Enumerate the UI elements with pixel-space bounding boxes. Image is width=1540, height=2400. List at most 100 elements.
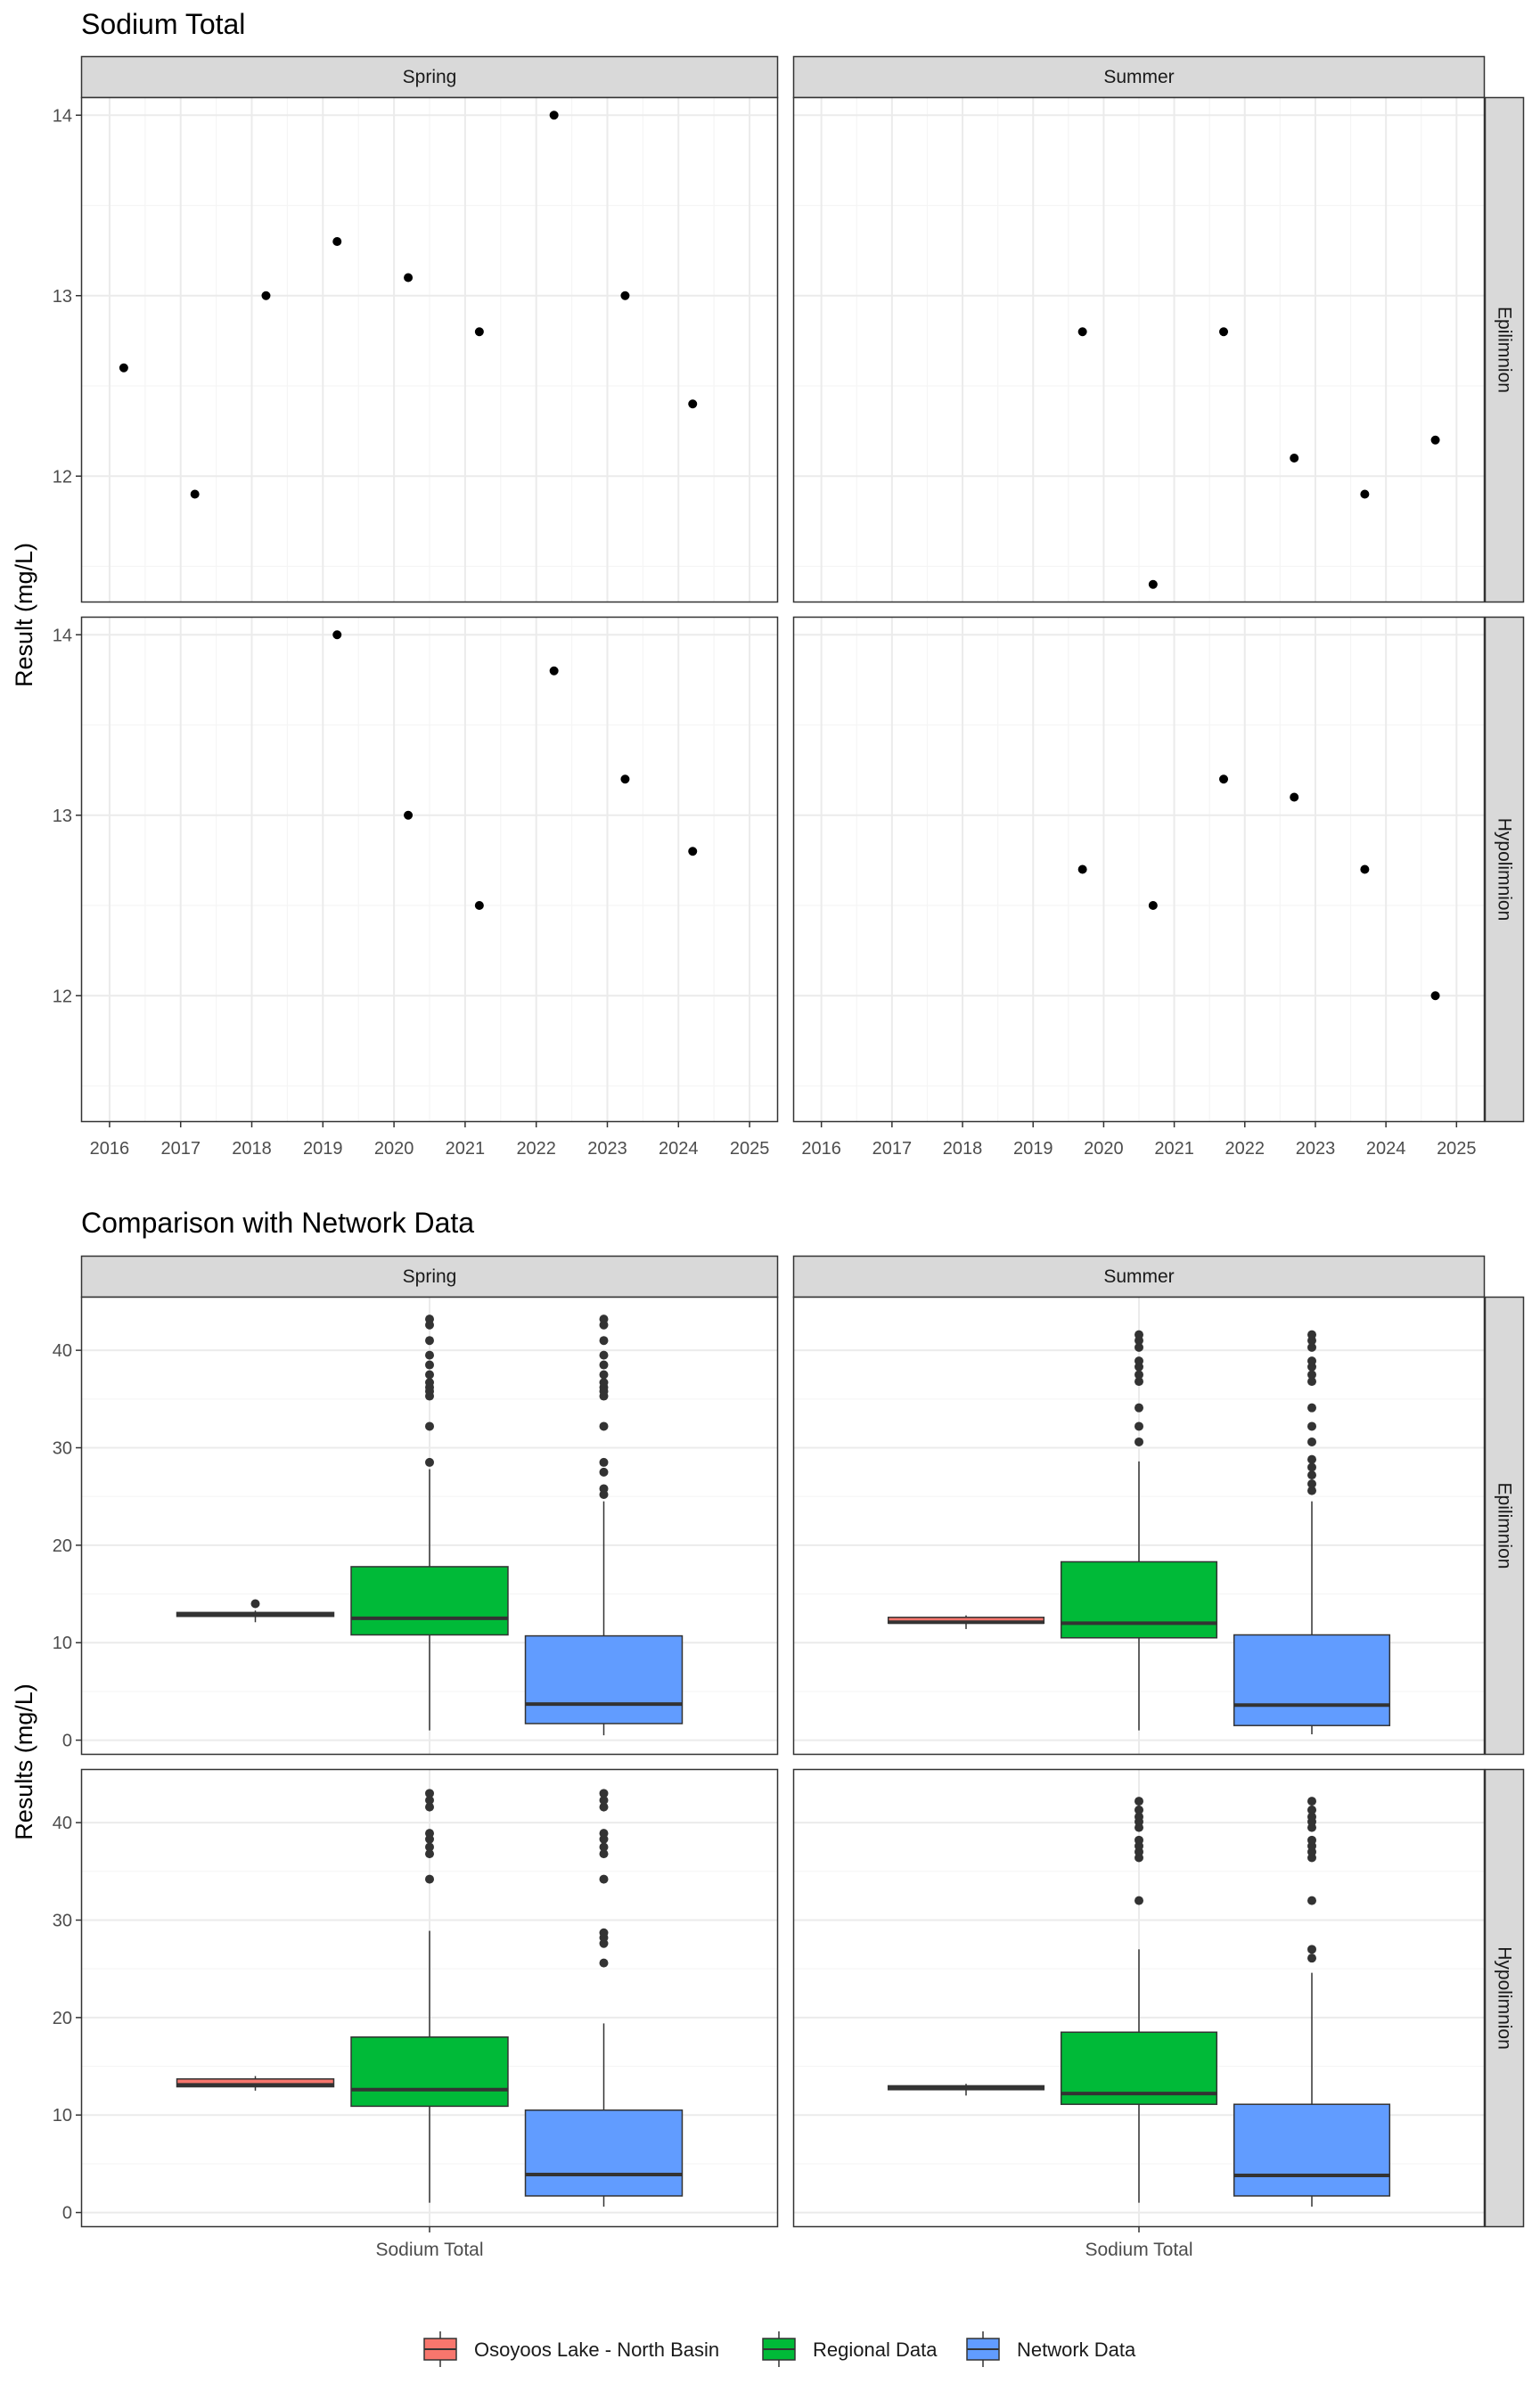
- chart1-y-axis-label: Result (mg/L): [11, 543, 37, 687]
- chart2-panel-epilimnion-summer-box-network-outlier: [1307, 1356, 1316, 1366]
- chart1-panel-hypolimnion-summer-point: [1219, 774, 1229, 784]
- chart2-panel-hypolimnion-summer-box-network-outlier: [1307, 1797, 1316, 1806]
- chart2-panel-epilimnion-summer-box-regional-outlier: [1135, 1377, 1143, 1387]
- chart2-panel-hypolimnion-spring-y-tick-label: 0: [62, 2204, 72, 2224]
- chart2-panel-hypolimnion-summer-box-regional-outlier: [1135, 1835, 1143, 1845]
- chart2-panel-hypolimnion-spring-box-network-outlier: [599, 1849, 609, 1859]
- chart1-facet-summer-strip: [792, 55, 1486, 99]
- chart1-panel-hypolimnion-spring-x-tick-label: 2019: [303, 1139, 343, 1159]
- chart1-panel-epilimnion-spring-y-tick-label: 12: [53, 467, 72, 487]
- chart2-panel-hypolimnion-spring-box-regional-outlier: [425, 1874, 434, 1884]
- chart1-panel-hypolimnion-spring-point: [332, 630, 342, 640]
- chart2-panel-epilimnion-spring-box-regional-outlier: [425, 1370, 434, 1380]
- chart1-panel-hypolimnion-summer-x-tick-label: 2018: [943, 1139, 983, 1159]
- chart2-panel-hypolimnion-spring-y-tick-label: 40: [53, 1814, 72, 1833]
- chart2-panel-hypolimnion-spring-box-network: [524, 2109, 684, 2197]
- chart2-panel-epilimnion-summer-box-network-outlier: [1307, 1421, 1316, 1431]
- chart2-panel-epilimnion-summer-box-regional-outlier: [1135, 1437, 1143, 1446]
- chart2-panel-hypolimnion-spring-box-regional: [350, 2035, 509, 2108]
- chart2-panel-epilimnion-summer-box-network-outlier: [1307, 1486, 1316, 1495]
- chart2-panel-epilimnion-summer-box-network-outlier: [1307, 1342, 1316, 1352]
- chart2-panel-epilimnion-spring-box-regional-outlier: [425, 1457, 434, 1467]
- chart2-panel-epilimnion-summer-box-regional-outlier: [1135, 1370, 1143, 1380]
- chart2-panel-epilimnion-spring-box-network-outlier: [599, 1315, 609, 1324]
- chart2-panel-epilimnion-spring-box-network-outlier: [599, 1378, 609, 1388]
- chart1-panel-epilimnion-spring-point: [474, 327, 484, 337]
- chart2-panel-epilimnion-summer-box-regional-outlier: [1135, 1356, 1143, 1366]
- chart1-panel-epilimnion-spring-point: [190, 489, 200, 499]
- chart2-panel-hypolimnion-summer-border: [792, 1768, 1486, 2228]
- chart2-panel-hypolimnion-summer-box-network-outlier: [1307, 1812, 1316, 1822]
- chart1-title: Sodium Total: [81, 8, 245, 40]
- chart1-panel-hypolimnion-summer-x-tick-label: 2019: [1013, 1139, 1053, 1159]
- chart2-panel-hypolimnion-spring-box-network-outlier: [599, 1789, 609, 1798]
- chart1-panel-hypolimnion-summer-x-tick-label: 2023: [1296, 1139, 1336, 1159]
- chart1-panel-epilimnion-summer-point: [1219, 327, 1229, 337]
- chart2-panel-epilimnion-spring-y-tick-label: 10: [53, 1634, 72, 1653]
- chart1-panel-hypolimnion-spring-y-tick-label: 14: [53, 626, 72, 645]
- chart1-panel-hypolimnion-spring-border: [80, 616, 779, 1123]
- legend-label-regional: Regional Data: [813, 2339, 938, 2361]
- chart2-panel-hypolimnion-summer-box-regional-outlier: [1135, 1797, 1143, 1806]
- chart2-panel-epilimnion-spring-y-tick-label: 20: [53, 1536, 72, 1556]
- chart2-panel-hypolimnion-spring-box-network-outlier: [599, 1842, 609, 1852]
- chart2-panel-hypolimnion-summer-x-tick-label: Sodium Total: [1085, 2240, 1192, 2260]
- chart2-panel-epilimnion-spring-box-network-outlier: [599, 1350, 609, 1360]
- chart1-panel-hypolimnion-spring-y-tick-label: 13: [53, 807, 72, 826]
- chart2-panel-hypolimnion-spring-box-network-outlier: [599, 1795, 609, 1805]
- chart2-panel-epilimnion-spring-box-regional: [350, 1566, 509, 1636]
- chart2-panel-hypolimnion-spring-y-tick-label: 30: [53, 1912, 72, 1931]
- chart1-panel-hypolimnion-summer-x-tick-label: 2017: [872, 1139, 913, 1159]
- chart2-panel-epilimnion-spring-box-osoyoos-outlier: [250, 1599, 260, 1609]
- chart1-panel-hypolimnion-summer-x-tick-label: 2016: [801, 1139, 841, 1159]
- chart1-facet-epilimnion-strip-label: Epilimnion: [1495, 307, 1515, 393]
- chart1-facet-epilimnion-strip: [1484, 96, 1525, 603]
- chart1-panel-epilimnion-spring-border: [80, 96, 779, 603]
- chart1-panel-epilimnion-spring-point: [119, 363, 128, 373]
- legend-label-network: Network Data: [1017, 2339, 1136, 2361]
- chart2-panel-epilimnion-summer-box-network-outlier: [1307, 1330, 1316, 1339]
- chart1-panel-epilimnion-spring-y-tick-label: 13: [53, 287, 72, 307]
- chart1-panel-hypolimnion-spring-x-tick-label: 2017: [160, 1139, 201, 1159]
- chart1-panel-hypolimnion-spring-x-tick-label: 2016: [90, 1139, 130, 1159]
- chart2-panel-epilimnion-spring-box-regional-outlier: [425, 1336, 434, 1346]
- chart2-panel-epilimnion-spring-box-regional-outlier: [425, 1350, 434, 1360]
- chart1-facet-hypolimnion-strip: [1484, 616, 1525, 1123]
- chart2-facet-hypolimnion-strip: [1484, 1768, 1525, 2228]
- chart2-panel-hypolimnion-summer-box-network-outlier: [1307, 1945, 1316, 1954]
- chart2-panel-hypolimnion-spring-box-regional-outlier: [425, 1789, 434, 1798]
- chart1-panel-epilimnion-spring-point: [549, 111, 559, 120]
- chart2-panel-hypolimnion-spring-box-regional-outlier: [425, 1795, 434, 1805]
- chart2-panel-epilimnion-spring-box-network-outlier: [599, 1360, 609, 1370]
- chart1-panel-epilimnion-summer-point: [1360, 489, 1370, 499]
- chart1-panel-hypolimnion-spring-point: [549, 666, 559, 676]
- chart1-facet-spring-strip: [80, 55, 779, 99]
- chart1-panel-hypolimnion-summer-point: [1148, 901, 1158, 910]
- chart2-panel-hypolimnion-spring-x-tick-label: Sodium Total: [375, 2240, 483, 2260]
- chart1-panel-hypolimnion-spring-point: [620, 774, 630, 784]
- chart1-panel-hypolimnion-spring-x-tick-label: 2021: [446, 1139, 486, 1159]
- chart2-panel-epilimnion-spring-box-network: [524, 1634, 684, 1724]
- chart2-panel-epilimnion-summer-border: [792, 1296, 1486, 1756]
- chart1-panel-hypolimnion-summer-point: [1430, 991, 1440, 1001]
- chart2-panel-hypolimnion-spring-box-osoyoos: [176, 2078, 335, 2088]
- chart1-panel-hypolimnion-spring-x-tick-label: 2020: [374, 1139, 414, 1159]
- chart1-panel-epilimnion-summer-point: [1077, 327, 1087, 337]
- chart2-panel-epilimnion-spring-box-regional-outlier: [425, 1315, 434, 1324]
- chart1-panel-hypolimnion-summer-x-tick-label: 2021: [1154, 1139, 1194, 1159]
- chart1-facet-summer-strip-label: Summer: [1103, 67, 1174, 87]
- chart1-panel-hypolimnion-summer-point: [1290, 792, 1299, 802]
- chart2-panel-epilimnion-summer-box-network-outlier: [1307, 1462, 1316, 1472]
- chart2-panel-hypolimnion-summer-box-network-outlier: [1307, 1896, 1316, 1905]
- chart2-panel-epilimnion-spring-box-network-outlier: [599, 1370, 609, 1380]
- chart2-facet-epilimnion-strip-label: Epilimnion: [1495, 1483, 1515, 1569]
- chart2-facet-hypolimnion-strip-label: Hypolimnion: [1495, 1946, 1515, 2050]
- chart1-panel-hypolimnion-spring-x-tick-label: 2024: [659, 1139, 699, 1159]
- chart2-facet-summer-strip-label: Summer: [1103, 1266, 1174, 1287]
- chart1-panel-hypolimnion-summer-point: [1077, 864, 1087, 874]
- chart1-panel-hypolimnion-summer-x-tick-label: 2024: [1366, 1139, 1406, 1159]
- chart2-panel-epilimnion-summer-box-network-outlier: [1307, 1370, 1316, 1380]
- chart2-panel-hypolimnion-spring-box-regional-outlier: [425, 1829, 434, 1839]
